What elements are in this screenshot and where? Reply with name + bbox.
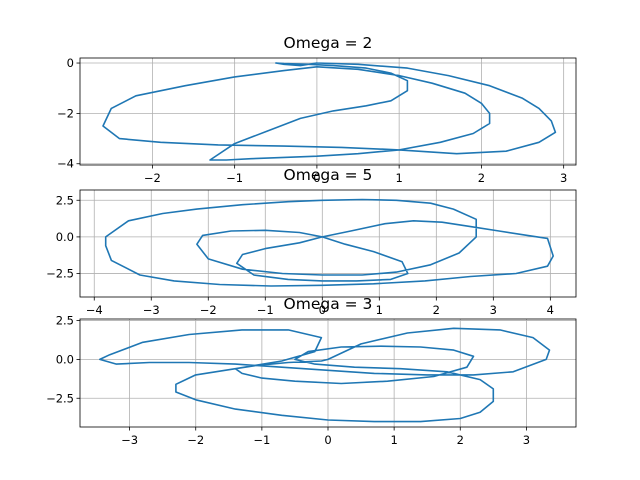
subplot-2: −4 −3 −2 −1 0 1 2 3 4 2.5 0.0 −2.5 Omega = 5 bbox=[46, 166, 577, 317]
series-line bbox=[104, 198, 555, 287]
x-tick-label: 4 bbox=[547, 303, 554, 317]
subplot-3: −3 −2 −1 0 1 2 3 2.5 0.0 −2.5 Omega = 3 bbox=[46, 295, 577, 447]
x-tick-label: −3 bbox=[143, 303, 160, 317]
x-tick-label: 3 bbox=[490, 303, 497, 317]
x-tick-label: 2 bbox=[457, 433, 464, 447]
series-line bbox=[102, 62, 557, 161]
x-tick-label: −1 bbox=[253, 433, 270, 447]
y-tick-label: 0.0 bbox=[56, 230, 74, 244]
subplot-title: Omega = 2 bbox=[284, 34, 373, 52]
x-tick-label: 3 bbox=[523, 433, 530, 447]
x-tick-label: 2 bbox=[433, 303, 440, 317]
y-tick-label: 0.0 bbox=[56, 352, 74, 366]
axes-frame bbox=[79, 189, 577, 298]
series-line bbox=[99, 327, 551, 423]
x-tick-label: 0 bbox=[313, 171, 320, 185]
subplot-title: Omega = 5 bbox=[284, 166, 373, 184]
x-tick-label: 0 bbox=[324, 433, 331, 447]
y-tick-label: 2.5 bbox=[56, 193, 74, 207]
axes-frame bbox=[79, 57, 577, 166]
x-tick-label: 1 bbox=[390, 433, 397, 447]
y-tick-label: −2.5 bbox=[46, 267, 74, 281]
x-tick-label: 1 bbox=[395, 171, 402, 185]
subplot-title: Omega = 3 bbox=[284, 295, 373, 313]
x-tick-label: 0 bbox=[319, 303, 326, 317]
x-tick-label: −2 bbox=[187, 433, 204, 447]
y-tick-label: −2.5 bbox=[46, 391, 74, 405]
y-tick-label: −2 bbox=[57, 106, 74, 120]
x-tick-label: −3 bbox=[121, 433, 138, 447]
subplot-1: −2 −1 0 1 2 3 0 −2 −4 Omega = 2 bbox=[57, 34, 577, 185]
x-tick-label: 2 bbox=[478, 171, 485, 185]
x-tick-label: 1 bbox=[376, 303, 383, 317]
x-tick-label: −1 bbox=[257, 303, 274, 317]
y-tick-label: 0 bbox=[67, 56, 74, 70]
x-tick-label: 3 bbox=[560, 171, 567, 185]
x-tick-label: −2 bbox=[200, 303, 217, 317]
y-tick-label: 2.5 bbox=[56, 314, 74, 328]
x-tick-label: −4 bbox=[86, 303, 103, 317]
y-tick-label: −4 bbox=[57, 157, 74, 171]
x-tick-label: −1 bbox=[226, 171, 243, 185]
x-tick-label: −2 bbox=[144, 171, 161, 185]
